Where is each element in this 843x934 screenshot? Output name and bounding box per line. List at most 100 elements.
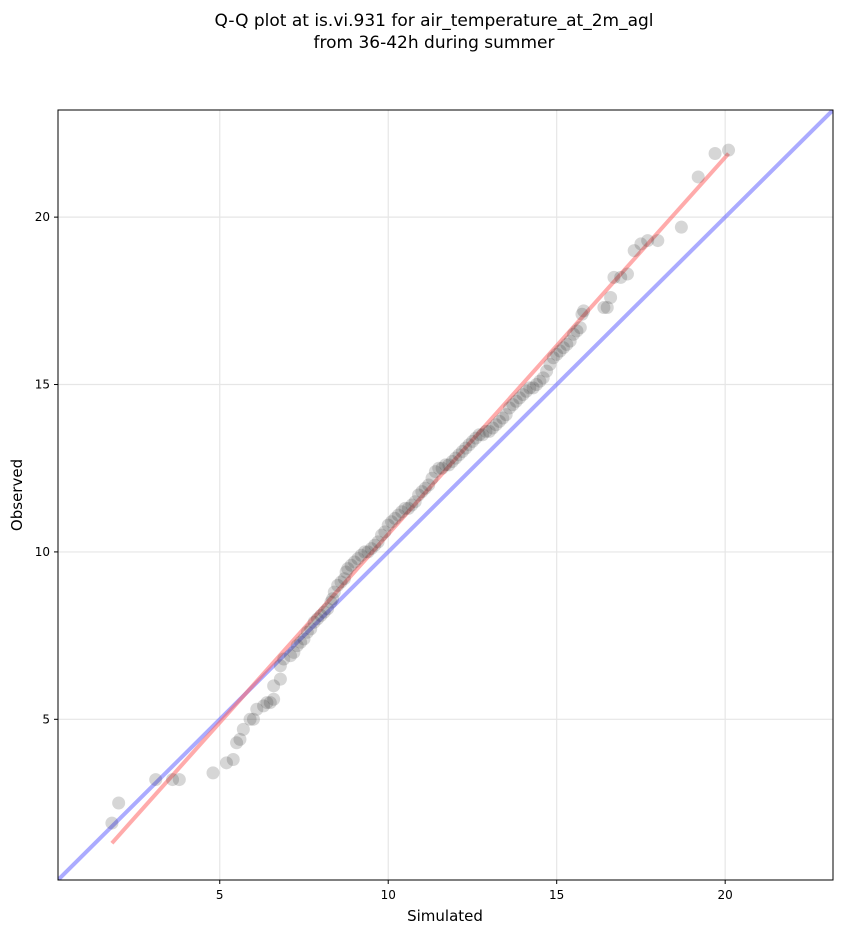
data-point <box>691 170 705 184</box>
identity-line <box>58 110 833 880</box>
y-tick-label: 10 <box>35 545 50 559</box>
data-point <box>297 632 311 646</box>
data-point <box>324 595 338 609</box>
data-point <box>516 388 530 402</box>
data-point <box>499 408 513 422</box>
data-point <box>290 639 304 653</box>
data-point <box>374 528 388 542</box>
data-point <box>385 515 399 529</box>
y-tick-label: 15 <box>35 378 50 392</box>
data-point <box>627 244 641 258</box>
data-point <box>206 766 220 780</box>
data-point <box>236 722 250 736</box>
data-point <box>523 381 537 395</box>
data-point <box>560 337 574 351</box>
data-point <box>651 234 665 248</box>
data-point <box>439 458 452 472</box>
data-point <box>358 545 372 559</box>
data-point <box>607 270 621 284</box>
y-tick-label: 20 <box>35 210 50 224</box>
data-point <box>341 562 355 576</box>
x-tick-label: 10 <box>381 888 396 902</box>
data-point <box>321 602 335 616</box>
data-point <box>415 485 429 499</box>
data-point <box>405 498 419 512</box>
data-point <box>540 364 554 378</box>
data-point <box>526 381 540 395</box>
data-point <box>506 398 520 412</box>
x-axis-label: Simulated <box>407 907 483 925</box>
data-point <box>267 679 281 693</box>
data-point <box>600 301 614 315</box>
data-point <box>307 615 321 629</box>
data-point <box>273 672 287 686</box>
plot-frame <box>57 109 834 881</box>
data-point <box>412 488 426 502</box>
data-point <box>503 401 517 415</box>
data-point <box>472 428 486 442</box>
data-point <box>277 652 291 666</box>
data-point <box>378 525 392 539</box>
data-point <box>597 301 611 315</box>
data-point <box>577 304 591 318</box>
data-point <box>219 756 233 770</box>
data-point <box>246 712 260 726</box>
data-point <box>634 237 648 251</box>
data-point <box>482 424 496 438</box>
y-axis-label: Observed <box>8 459 26 531</box>
data-point <box>361 545 375 559</box>
x-tick-label: 20 <box>718 888 733 902</box>
data-point <box>267 692 281 706</box>
data-point <box>452 448 466 462</box>
data-point <box>112 796 126 810</box>
data-point <box>641 234 655 248</box>
data-point <box>536 371 550 385</box>
data-point <box>489 418 503 432</box>
data-point <box>509 394 523 408</box>
data-point <box>348 555 362 569</box>
data-point <box>435 461 449 475</box>
data-point <box>304 622 318 636</box>
data-point <box>408 495 422 509</box>
chart-title-line-2: from 36-42h during summer <box>313 33 555 53</box>
data-point <box>381 518 395 532</box>
x-tick-label: 15 <box>549 888 564 902</box>
data-point <box>398 501 412 515</box>
data-point <box>567 327 581 341</box>
data-point <box>257 699 271 713</box>
data-point <box>334 575 348 589</box>
data-point <box>260 696 274 710</box>
data-point <box>364 542 378 556</box>
data-point <box>708 147 722 161</box>
data-point <box>455 444 469 458</box>
data-point <box>149 773 163 787</box>
data-point <box>425 471 439 485</box>
data-point <box>233 732 247 746</box>
data-point <box>428 465 442 479</box>
data-point <box>604 290 618 304</box>
data-point <box>317 605 331 619</box>
data-point <box>354 548 368 562</box>
data-point <box>573 321 587 335</box>
data-point <box>476 428 490 442</box>
data-point <box>314 609 328 623</box>
data-point <box>445 455 459 469</box>
data-point <box>449 451 463 465</box>
data-point <box>310 612 324 626</box>
data-point <box>395 505 409 519</box>
data-point <box>371 535 385 549</box>
data-point <box>550 347 564 361</box>
data-point <box>620 267 634 281</box>
data-point <box>226 752 240 766</box>
data-point <box>339 565 353 579</box>
fit-line <box>110 152 731 845</box>
data-point <box>401 501 415 515</box>
data-point <box>533 374 547 388</box>
data-point <box>496 411 510 425</box>
data-point <box>300 625 314 639</box>
data-point <box>294 635 308 649</box>
data-point <box>344 558 358 572</box>
data-point <box>337 572 351 586</box>
data-point <box>422 478 436 492</box>
